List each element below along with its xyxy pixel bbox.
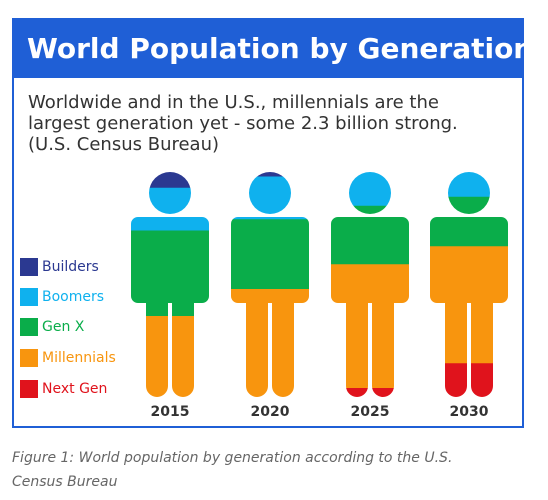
year-label-2030: 2030 — [450, 404, 489, 420]
legend-swatch-boomers — [20, 288, 38, 306]
segment-gen-x-2025 — [331, 205, 409, 265]
segment-boomers-2020 — [231, 176, 309, 220]
figure-caption: Figure 1: World population by generation… — [12, 446, 532, 494]
subtitle-line-3: (U.S. Census Bureau) — [28, 134, 220, 155]
segment-gen-x-2020 — [231, 219, 309, 290]
person-figure-2015 — [131, 172, 209, 397]
segment-millennials-2030 — [430, 246, 508, 364]
legend-label-next-gen: Next Gen — [42, 381, 108, 397]
subtitle-line-2: largest generation yet - some 2.3 billio… — [28, 113, 458, 134]
segment-boomers-2025 — [331, 172, 409, 207]
legend-swatch-millennials — [20, 349, 38, 367]
segment-boomers-2015 — [131, 187, 209, 232]
legend-label-gen-x: Gen X — [42, 319, 85, 335]
segment-millennials-2015 — [131, 316, 209, 397]
year-label-2025: 2025 — [351, 404, 390, 420]
segment-millennials-2025 — [331, 264, 409, 389]
segment-boomers-2030 — [430, 172, 508, 198]
caption-line-1: Figure 1: World population by generation… — [12, 450, 453, 466]
year-label-2020: 2020 — [251, 404, 290, 420]
legend-swatch-builders — [20, 258, 38, 276]
person-figure-2020 — [231, 172, 309, 397]
legend-label-builders: Builders — [42, 259, 99, 275]
legend-label-boomers: Boomers — [42, 289, 105, 305]
segment-gen-x-2015 — [131, 230, 209, 317]
person-figure-2030 — [430, 172, 508, 397]
chart-title: World Population by Generation — [14, 20, 533, 78]
segment-next-gen-2025 — [331, 388, 409, 397]
segment-builders-2020 — [231, 172, 309, 178]
subtitle-line-1: Worldwide and in the U.S., millennials a… — [28, 92, 439, 113]
legend-label-millennials: Millennials — [42, 350, 116, 366]
caption-line-2: Census Bureau — [12, 474, 118, 490]
legend-swatch-gen-x — [20, 318, 38, 336]
segment-millennials-2020 — [231, 289, 309, 397]
chart-subtitle: Worldwide and in the U.S., millennials a… — [28, 92, 518, 155]
legend-swatch-next-gen — [20, 380, 38, 398]
segment-next-gen-2030 — [430, 363, 508, 397]
segment-gen-x-2030 — [430, 196, 508, 247]
segment-builders-2015 — [131, 172, 209, 189]
person-figure-2025 — [331, 172, 409, 397]
year-label-2015: 2015 — [151, 404, 190, 420]
